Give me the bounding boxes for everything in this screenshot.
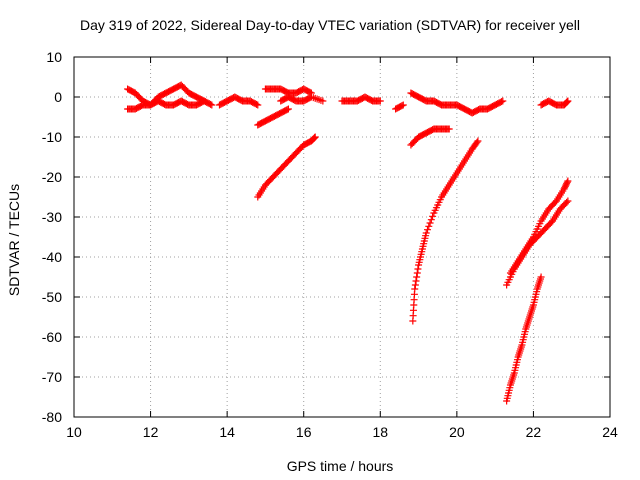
- y-tick-label: -40: [42, 249, 62, 265]
- data-point: [564, 97, 572, 105]
- y-tick-label: -80: [42, 409, 62, 425]
- data-point: [426, 219, 434, 227]
- data-point: [311, 133, 319, 141]
- y-tick-label: -60: [42, 329, 62, 345]
- data-point: [474, 137, 482, 145]
- series-arc-4: [254, 105, 292, 129]
- grid-lines: [74, 57, 610, 417]
- data-point: [563, 198, 571, 206]
- data-point: [414, 265, 422, 273]
- axis-ticks: 10 12 14 16 18 20 22 24 10 0 -10 -20 -30 -40 -50 -60 -70…: [42, 49, 618, 440]
- data-point: [563, 98, 571, 106]
- series-arc-9: [392, 101, 407, 113]
- data-point: [563, 98, 571, 106]
- data-point: [445, 125, 453, 133]
- data-point: [413, 273, 421, 281]
- data-point: [411, 285, 419, 293]
- series-arc-10: [407, 125, 453, 149]
- x-tick-label: 12: [143, 424, 159, 440]
- data-point: [199, 98, 207, 106]
- data-point: [473, 138, 481, 146]
- x-tick-label: 10: [66, 424, 82, 440]
- series-arc-3: [215, 93, 262, 109]
- data-point: [399, 101, 407, 109]
- series-arc-7: [277, 93, 327, 105]
- series-arc-15: [503, 273, 545, 405]
- y-tick-label: -10: [42, 129, 62, 145]
- y-tick-label: -50: [42, 289, 62, 305]
- data-point: [200, 97, 208, 105]
- data-point: [564, 197, 572, 205]
- series-arc-13: [503, 197, 572, 289]
- x-tick-label: 24: [602, 424, 618, 440]
- x-tick-label: 18: [372, 424, 388, 440]
- series-arc-2: [124, 97, 208, 113]
- data-point: [425, 222, 433, 230]
- series-arc-11: [407, 89, 507, 117]
- series-arc-16: [537, 97, 572, 109]
- x-axis-label: GPS time / hours: [287, 458, 394, 474]
- data-point: [412, 277, 420, 285]
- data-point: [208, 101, 216, 109]
- y-tick-label: 10: [46, 49, 62, 65]
- series-arc-12: [409, 137, 482, 325]
- data-point: [498, 98, 506, 106]
- data-point: [564, 177, 572, 185]
- y-tick-label: 0: [54, 89, 62, 105]
- data-point: [499, 97, 507, 105]
- data-point: [422, 229, 430, 237]
- y-tick-label: -30: [42, 209, 62, 225]
- x-tick-label: 20: [449, 424, 465, 440]
- data-point: [427, 216, 435, 224]
- series-arc-5: [254, 133, 319, 201]
- data-point: [411, 281, 419, 289]
- y-tick-label: -70: [42, 369, 62, 385]
- series-arc-6: [261, 85, 315, 97]
- data-point: [283, 106, 291, 114]
- data-point: [284, 105, 292, 113]
- data-point: [429, 212, 437, 220]
- x-tick-label: 22: [526, 424, 542, 440]
- data-point: [537, 273, 545, 281]
- x-tick-label: 14: [219, 424, 235, 440]
- chart-title: Day 319 of 2022, Sidereal Day-to-day VTE…: [80, 17, 580, 33]
- data-point: [207, 100, 215, 108]
- series-arc-8: [338, 93, 384, 105]
- data-point: [252, 100, 260, 108]
- x-tick-label: 16: [296, 424, 312, 440]
- data-point: [398, 102, 406, 110]
- data-points: [124, 81, 572, 405]
- data-point: [563, 178, 571, 186]
- data-point: [376, 97, 384, 105]
- data-point: [254, 101, 262, 109]
- data-point: [319, 97, 327, 105]
- series-arc-14: [506, 177, 572, 277]
- y-axis-label: SDTVAR / TECUs: [6, 184, 22, 296]
- data-point: [424, 226, 432, 234]
- plot-frame: [73, 56, 611, 418]
- data-point: [310, 134, 318, 142]
- y-tick-label: -20: [42, 169, 62, 185]
- data-point: [413, 269, 421, 277]
- data-point: [311, 134, 319, 142]
